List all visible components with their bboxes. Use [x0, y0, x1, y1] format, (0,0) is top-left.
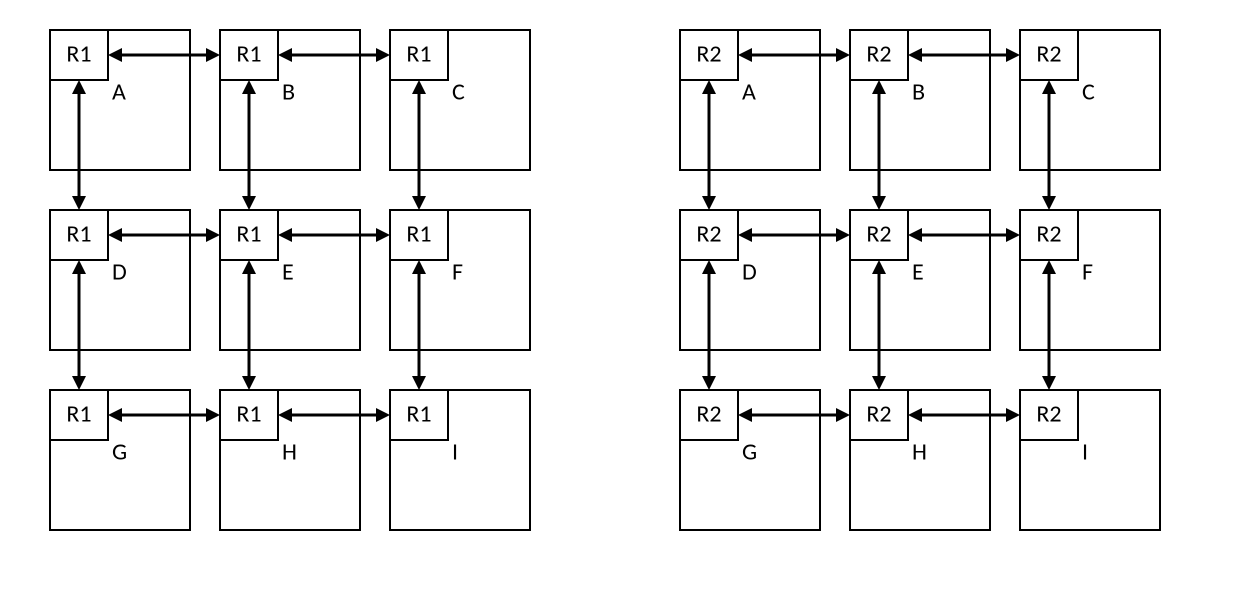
- tile-id: F: [1082, 258, 1093, 287]
- tile-id: I: [452, 438, 458, 467]
- tile-id: A: [112, 78, 126, 107]
- vlink-R1-c2-r0-r1: [412, 80, 426, 210]
- router-label: R2: [696, 220, 721, 249]
- router-label: R2: [866, 400, 891, 429]
- tile-id: C: [1082, 78, 1095, 107]
- hlink-R2-r0-c0-c1: [738, 48, 850, 62]
- vlink-R2-c1-r1-r2: [872, 260, 886, 390]
- vlink-R1-c0-r0-r1: [72, 80, 86, 210]
- vlink-R2-c2-r1-r2: [1042, 260, 1056, 390]
- router-label: R2: [1036, 40, 1061, 69]
- hlink-R1-r1-c1-c2: [278, 228, 390, 242]
- hlink-R2-r2-c0-c1: [738, 408, 850, 422]
- tile-id: E: [282, 258, 294, 287]
- hlink-R1-r0-c0-c1: [108, 48, 220, 62]
- tile-id: D: [112, 258, 127, 287]
- hlink-R2-r2-c1-c2: [908, 408, 1020, 422]
- vlink-R1-c0-r1-r2: [72, 260, 86, 390]
- tile-R2-C: R2 C: [1020, 30, 1160, 170]
- tile-id: E: [912, 258, 924, 287]
- tile-id: H: [912, 438, 927, 467]
- tile-id: B: [282, 78, 295, 107]
- router-label: R1: [66, 400, 91, 429]
- tile-R1-I: R1 I: [390, 390, 530, 530]
- router-label: R2: [866, 40, 891, 69]
- router-label: R1: [406, 400, 431, 429]
- tile-R1-F: R1 F: [390, 210, 530, 350]
- router-label: R1: [236, 400, 261, 429]
- vlink-R1-c2-r1-r2: [412, 260, 426, 390]
- vlink-R1-c1-r1-r2: [242, 260, 256, 390]
- tile-id: D: [742, 258, 757, 287]
- tile-R2-F: R2 F: [1020, 210, 1160, 350]
- tile-R1-C: R1 C: [390, 30, 530, 170]
- noc-mesh-diagram: R1AR1BR1CR1DR1ER1FR1GR1HR1IR2AR2BR2CR2DR…: [0, 0, 1240, 611]
- tile-id: G: [112, 438, 127, 467]
- tile-id: F: [452, 258, 463, 287]
- tile-id: H: [282, 438, 297, 467]
- vlink-R2-c0-r1-r2: [702, 260, 716, 390]
- router-label: R1: [236, 40, 261, 69]
- router-label: R2: [696, 400, 721, 429]
- tile-id: B: [912, 78, 925, 107]
- hlink-R1-r2-c1-c2: [278, 408, 390, 422]
- router-label: R1: [406, 220, 431, 249]
- hlink-R1-r2-c0-c1: [108, 408, 220, 422]
- vlink-R2-c1-r0-r1: [872, 80, 886, 210]
- router-label: R1: [66, 40, 91, 69]
- router-label: R2: [1036, 400, 1061, 429]
- tile-id: G: [742, 438, 757, 467]
- router-label: R2: [696, 40, 721, 69]
- hlink-R1-r0-c1-c2: [278, 48, 390, 62]
- hlink-R2-r0-c1-c2: [908, 48, 1020, 62]
- tile-R2-I: R2 I: [1020, 390, 1160, 530]
- hlink-R1-r1-c0-c1: [108, 228, 220, 242]
- hlink-R2-r1-c0-c1: [738, 228, 850, 242]
- tile-id: C: [452, 78, 465, 107]
- vlink-R1-c1-r0-r1: [242, 80, 256, 210]
- vlink-R2-c2-r0-r1: [1042, 80, 1056, 210]
- router-label: R1: [406, 40, 431, 69]
- hlink-R2-r1-c1-c2: [908, 228, 1020, 242]
- router-label: R1: [236, 220, 261, 249]
- vlink-R2-c0-r0-r1: [702, 80, 716, 210]
- router-label: R2: [1036, 220, 1061, 249]
- tile-id: I: [1082, 438, 1088, 467]
- router-label: R1: [66, 220, 91, 249]
- router-label: R2: [866, 220, 891, 249]
- tile-id: A: [742, 78, 756, 107]
